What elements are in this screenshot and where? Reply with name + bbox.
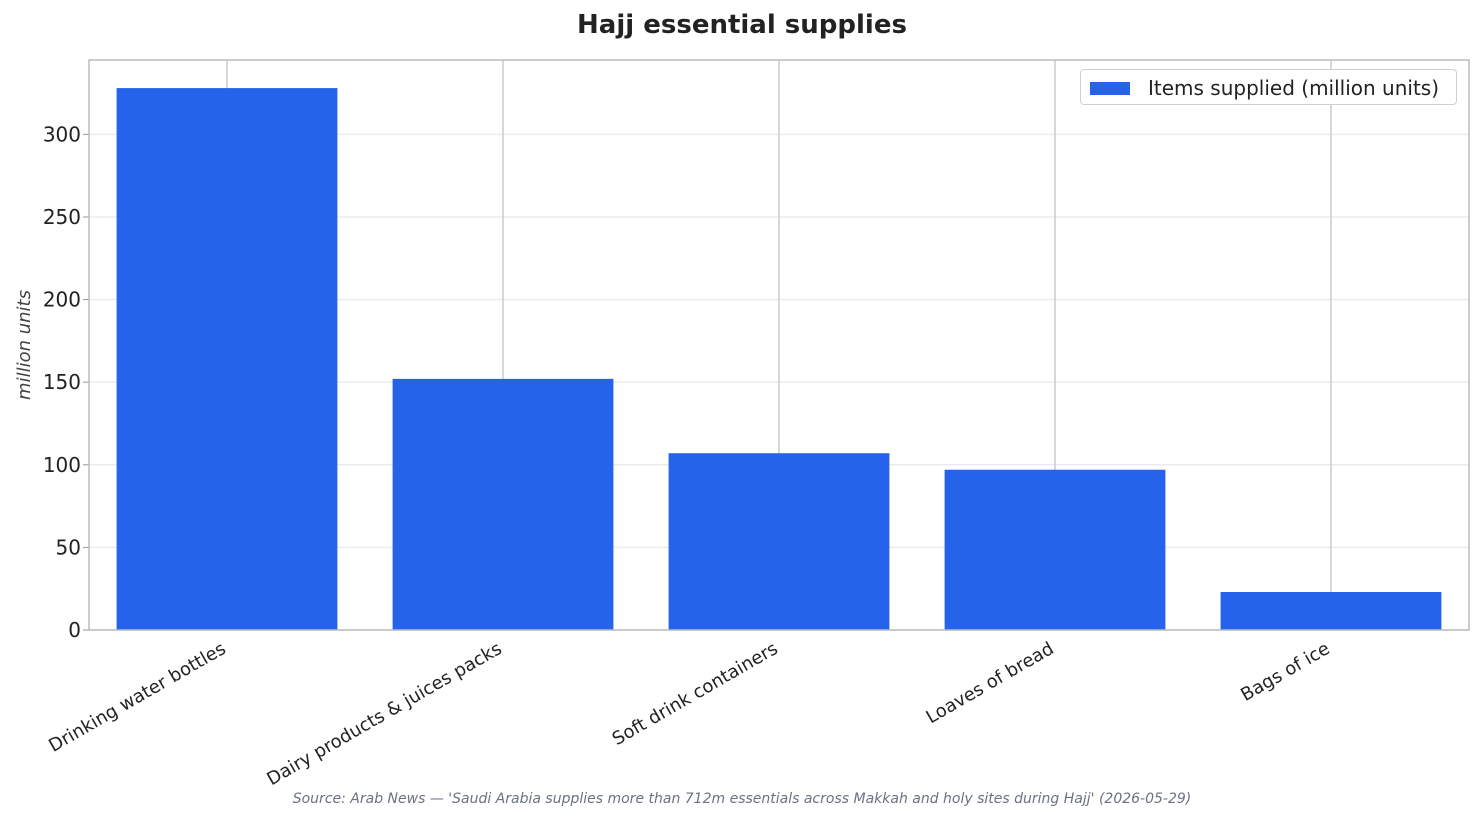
legend-label: Items supplied (million units) [1148,76,1440,100]
y-tick-label: 250 [43,205,81,229]
x-tick-label: Bags of ice [1237,638,1333,706]
chart-title: Hajj essential supplies [577,10,907,40]
plot-frame [88,59,1470,631]
chart-source: Source: Arab News — 'Saudi Arabia suppli… [292,791,1192,807]
y-tick-label: 150 [43,370,81,394]
x-tick-label: Dairy products & juices packs [263,638,505,790]
bar-5 [1220,592,1442,630]
x-tick-label: Loaves of bread [923,638,1058,728]
y-tick-label: 50 [56,535,81,559]
x-tick-label: Soft drink containers [609,638,782,750]
bar-4 [944,469,1166,630]
y-axis-label: million units [14,290,35,400]
y-tick-label: 100 [43,453,81,477]
bar-1 [116,88,338,630]
y-tick-label: 0 [68,618,81,642]
chart-legend: Items supplied (million units) [1080,69,1457,105]
bar-3 [668,453,890,630]
y-tick-label: 300 [43,122,81,146]
x-tick-label: Drinking water bottles [45,638,229,757]
legend-swatch [1090,82,1130,95]
bar-2 [392,378,614,630]
y-tick-label: 200 [43,288,81,312]
